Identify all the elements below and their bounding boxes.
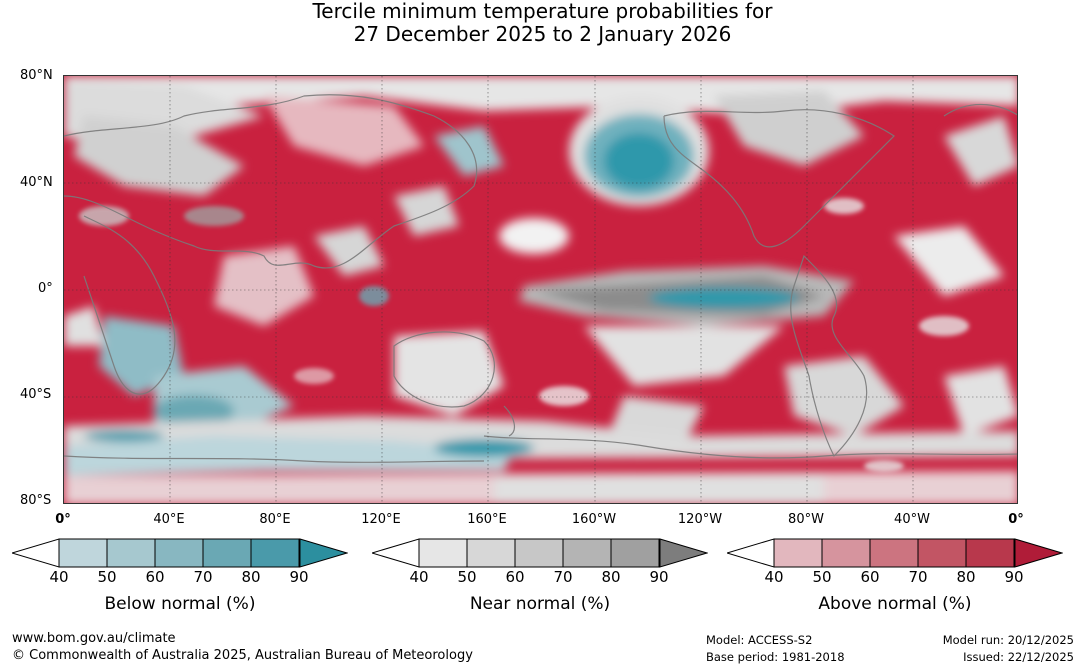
lon-label-0-east: 0° (1008, 512, 1024, 527)
lon-label-160e: 160°E (467, 512, 507, 527)
probability-map (63, 75, 1018, 504)
colorbar-swatch (514, 538, 564, 568)
colorbar-near-normal (370, 538, 709, 572)
colorbar-near-normal-swatches (370, 538, 709, 568)
probability-map-canvas (64, 76, 1017, 503)
chart-title: Tercile minimum temperature probabilitie… (0, 0, 1085, 46)
tick-label: 80 (601, 568, 621, 586)
lon-label-40w: 40°W (894, 512, 930, 527)
lat-label-40s: 40°S (20, 387, 52, 402)
colorbar-swatch (869, 538, 919, 568)
lat-label-80s: 80°S (20, 493, 52, 508)
lat-label-40n: 40°N (20, 175, 53, 190)
colorbar-swatch (154, 538, 204, 568)
tick-label: 70 (908, 568, 928, 586)
probability-texture (79, 198, 969, 472)
footer-model-run: Model run: 20/12/2025 (942, 633, 1074, 647)
colorbar-swatch (562, 538, 612, 568)
colorbar-swatch (58, 538, 108, 568)
footer-model: Model: ACCESS-S2 (706, 633, 813, 647)
footer-base-period: Base period: 1981-2018 (706, 650, 845, 664)
lon-label-80e: 80°E (259, 512, 291, 527)
colorbar-swatch (202, 538, 252, 568)
lon-label-80w: 80°W (788, 512, 824, 527)
lon-label-120w: 120°W (677, 512, 723, 527)
colorbar-swatch (965, 538, 1015, 568)
tick-label: 40 (764, 568, 784, 586)
graticule (64, 76, 1017, 503)
colorbar-swatch (250, 538, 300, 568)
lon-label-160w: 160°W (571, 512, 617, 527)
colorbar-swatch (466, 538, 516, 568)
lon-label-40e: 40°E (153, 512, 185, 527)
tick-label: 80 (241, 568, 261, 586)
footer-issued: Issued: 22/12/2025 (963, 650, 1074, 664)
colorbar-above-normal (725, 538, 1064, 572)
tick-label: 80 (956, 568, 976, 586)
lat-label-0: 0° (38, 281, 53, 296)
footer-copyright: © Commonwealth of Australia 2025, Austra… (12, 648, 473, 663)
title-line-1: Tercile minimum temperature probabilitie… (312, 0, 773, 23)
colorbar-below-normal-swatches (10, 538, 349, 568)
colorbar-swatch (773, 538, 823, 568)
coastlines (64, 94, 1017, 463)
colorbar-swatch (106, 538, 156, 568)
tick-label: 50 (812, 568, 832, 586)
tick-label: 50 (97, 568, 117, 586)
colorbar-swatch (821, 538, 871, 568)
colorbar-swatch (917, 538, 967, 568)
tick-label: 90 (289, 568, 309, 586)
tick-label: 90 (649, 568, 669, 586)
colorbar-swatch (418, 538, 468, 568)
tick-label: 60 (860, 568, 880, 586)
tick-label: 60 (505, 568, 525, 586)
tick-label: 50 (457, 568, 477, 586)
colorbar-swatch (610, 538, 660, 568)
legend-title-near: Near normal (%) (469, 594, 611, 614)
title-line-2: 27 December 2025 to 2 January 2026 (353, 22, 732, 46)
tick-label: 70 (553, 568, 573, 586)
tick-label: 40 (409, 568, 429, 586)
lat-label-80n: 80°N (20, 68, 53, 83)
lon-label-0-west: 0° (55, 512, 71, 527)
colorbar-below-normal (10, 538, 349, 572)
tick-label: 60 (145, 568, 165, 586)
tick-label: 40 (49, 568, 69, 586)
legend-title-below: Below normal (%) (104, 594, 256, 614)
lon-label-120e: 120°E (361, 512, 401, 527)
tick-label: 90 (1004, 568, 1024, 586)
colorbar-above-normal-swatches (725, 538, 1064, 568)
footer-url: www.bom.gov.au/climate (12, 631, 176, 646)
legend-title-above: Above normal (%) (818, 594, 972, 614)
tick-label: 70 (193, 568, 213, 586)
